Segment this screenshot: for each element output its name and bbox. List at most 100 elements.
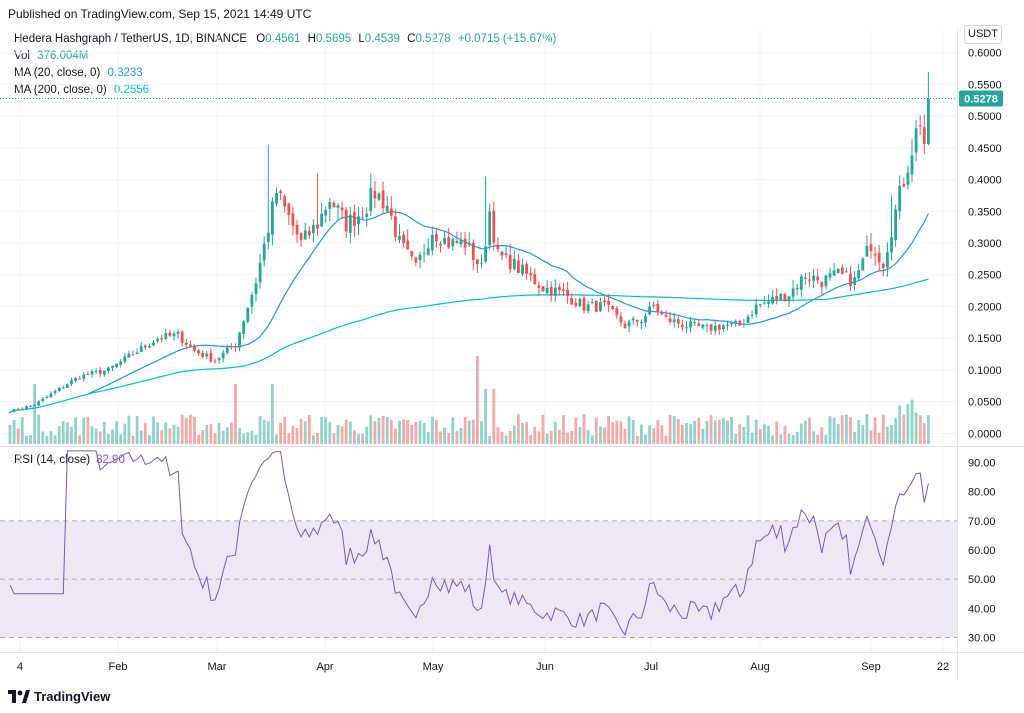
symbol-title[interactable]: Hedera Hashgraph / TetherUS, 1D, BINANCE (14, 33, 248, 45)
candle (890, 195, 893, 261)
candle-body (131, 354, 135, 356)
volume-bar (558, 429, 561, 444)
candle (689, 317, 692, 333)
candle-body (517, 260, 520, 274)
price-tick-label: 0.1500 (968, 333, 1002, 345)
candle (504, 245, 508, 259)
candle (135, 348, 139, 355)
candle (37, 399, 41, 407)
candle (619, 312, 623, 327)
rsi-band-fill (0, 520, 957, 638)
candle-body (107, 367, 110, 371)
price-tick-label: 0.0500 (968, 397, 1002, 409)
candle (783, 292, 787, 302)
volume-bar (242, 433, 246, 444)
candle-body (201, 352, 205, 357)
candle (644, 312, 647, 328)
volume-bar (385, 417, 389, 444)
candle-body (156, 338, 159, 342)
candle-body (361, 217, 364, 219)
volume-bar (549, 430, 553, 444)
candle-body (840, 267, 844, 274)
volume-bar (910, 399, 914, 444)
high-label: H (307, 33, 316, 45)
currency-button[interactable]: USDT (964, 25, 1002, 44)
candle-body (918, 125, 922, 127)
price-tick-label: 0.5000 (968, 111, 1002, 123)
candle-body (758, 304, 762, 306)
candle-body (82, 374, 86, 379)
volume-bar (914, 412, 918, 444)
rsi-tick-label: 70.00 (968, 516, 996, 528)
volume-bar (143, 422, 147, 444)
candle (611, 305, 615, 311)
candle (824, 274, 828, 290)
volume-bar (82, 417, 86, 444)
candle (209, 348, 213, 364)
candle-body (771, 297, 774, 304)
volume-bar (287, 433, 291, 444)
candle (385, 195, 389, 213)
volume-bar (754, 419, 758, 444)
volume-bar (799, 423, 803, 444)
candle-body (849, 273, 852, 287)
candle (143, 344, 147, 351)
candle-body (750, 314, 754, 316)
candle-body (545, 287, 549, 294)
ma20-row[interactable]: MA (20, close, 0) 0.3233 (14, 65, 556, 82)
candle (517, 253, 520, 274)
volume-bar (402, 419, 405, 444)
candle-body (49, 393, 53, 398)
volume-bar (672, 416, 676, 444)
volume-bar (496, 427, 500, 444)
candle-body (344, 209, 348, 232)
candle (484, 176, 487, 264)
candle (771, 290, 774, 305)
price-legend: Hedera Hashgraph / TetherUS, 1D, BINANCE… (14, 31, 556, 99)
candle-body (53, 391, 57, 394)
volume-bar (734, 433, 738, 444)
volume-bar (467, 420, 471, 444)
volume-bar (902, 414, 906, 444)
candle-body (730, 322, 733, 325)
volume-bar (840, 415, 844, 444)
volume-bar (398, 420, 401, 444)
candle-body (697, 323, 701, 327)
candle-body (197, 350, 200, 354)
candle (57, 386, 61, 393)
volume-bar (29, 435, 32, 444)
candle-body (795, 288, 799, 290)
volume-bar (230, 422, 233, 444)
candle-body (250, 294, 254, 307)
candle-body (508, 254, 512, 270)
tradingview-brand[interactable]: TradingView (8, 689, 110, 704)
volume-bar (832, 417, 836, 444)
rsi-legend[interactable]: RSI (14, close) 82.90 (14, 454, 125, 466)
candle (537, 281, 541, 297)
volume-bar (775, 421, 779, 444)
candle-body (656, 304, 660, 313)
volume-bar (37, 414, 41, 444)
candle-body (853, 277, 856, 285)
candle (184, 338, 188, 350)
volume-bar (111, 429, 114, 444)
candle (713, 320, 717, 336)
candle (373, 180, 377, 209)
volume-bar (812, 431, 815, 444)
ma200-row[interactable]: MA (200, close, 0) 0.2556 (14, 82, 556, 99)
candle-body (37, 401, 41, 406)
candle-body (886, 252, 889, 268)
candle-body (418, 254, 422, 261)
candle (471, 239, 475, 271)
volume-bar (57, 426, 61, 444)
candle (139, 341, 143, 353)
candle (787, 295, 791, 308)
volume-row[interactable]: Vol 376.004M (14, 48, 556, 65)
volume-bar (102, 421, 106, 444)
volume-bar (886, 426, 889, 444)
candle-body (812, 275, 815, 281)
candle-body (492, 210, 496, 243)
candle-body (398, 235, 401, 240)
volume-bar (713, 420, 717, 444)
